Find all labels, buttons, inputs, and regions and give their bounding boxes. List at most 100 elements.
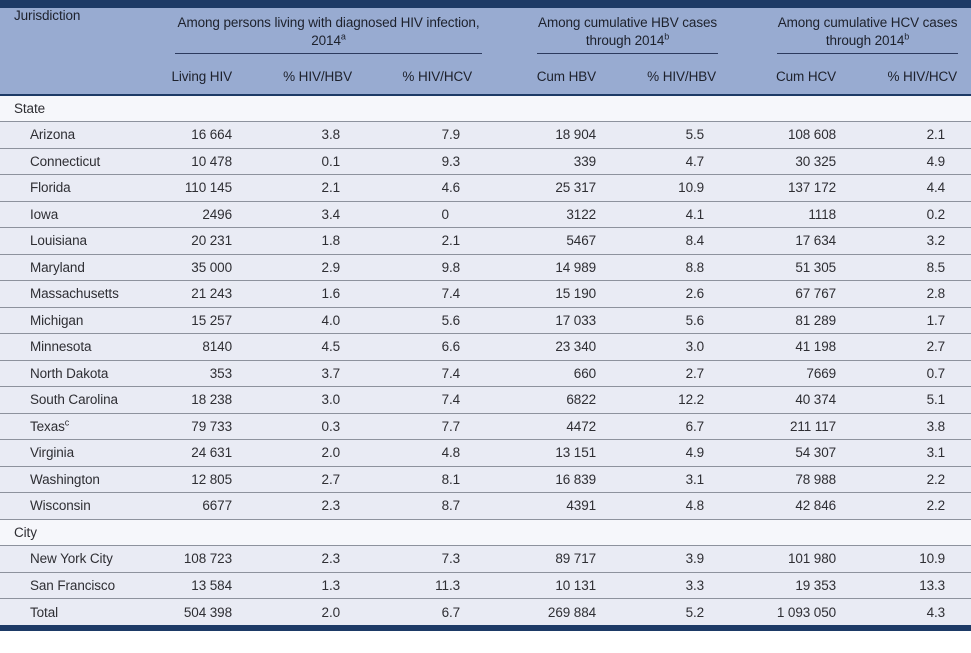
jurisdiction-cell: North Dakota xyxy=(0,360,165,387)
jurisdiction-cell: Louisiana xyxy=(0,227,165,255)
value-cell: 24 631 xyxy=(165,439,246,467)
value-cell: 81 289 xyxy=(730,307,851,334)
value-cell: 3.0 xyxy=(610,333,731,361)
value-cell: 4.8 xyxy=(366,439,487,467)
value-cell: 18 904 xyxy=(486,121,611,149)
footnote-marker-a: a xyxy=(340,31,346,41)
table-row: San Francisco 13 584 1.3 11.3 10 131 3.3 19 35… xyxy=(0,572,971,599)
value-cell: 137 172 xyxy=(730,174,851,202)
footnote-marker-b: b xyxy=(904,31,910,41)
value-cell: 101 980 xyxy=(730,545,851,573)
table-row: Connecticut 10 478 0.1 9.3 339 4.7 30 325 4.9 xyxy=(0,148,971,175)
bottom-border-bar xyxy=(0,625,971,631)
value-cell xyxy=(850,519,971,546)
table-row: Louisiana 20 231 1.8 2.1 5467 8.4 17 634 3.2 xyxy=(0,227,971,255)
value-cell: 41 198 xyxy=(730,333,851,361)
value-cell: 8.1 xyxy=(366,466,487,493)
value-cell: 5.2 xyxy=(610,598,731,625)
value-cell: 211 117 xyxy=(730,413,851,440)
value-cell: 10 131 xyxy=(486,572,611,599)
value-cell: 4.1 xyxy=(610,201,731,228)
value-cell: 51 305 xyxy=(730,254,851,281)
column-header-pct-hiv-hbv: % HIV/HBV xyxy=(246,57,366,96)
value-cell: 13 584 xyxy=(165,572,246,599)
value-cell xyxy=(366,95,487,122)
value-cell: 4.0 xyxy=(246,307,366,334)
value-cell: 42 846 xyxy=(730,492,851,520)
value-cell: 1.3 xyxy=(246,572,366,599)
table-body: State Arizona 16 664 3.8 7.9 18 904 5.5 108 608… xyxy=(0,95,971,625)
value-cell: 1.8 xyxy=(246,227,366,255)
column-header-pct-hiv-hbv-2: % HIV/HBV xyxy=(610,57,731,96)
value-cell: 0.2 xyxy=(850,201,971,228)
value-cell: 2.9 xyxy=(246,254,366,281)
jurisdiction-cell: Virginia xyxy=(0,439,165,467)
value-cell: 4.4 xyxy=(850,174,971,202)
table-row: Michigan 15 257 4.0 5.6 17 033 5.6 81 289 1.7 xyxy=(0,307,971,334)
value-cell xyxy=(165,95,246,122)
column-header-cum-hbv: Cum HBV xyxy=(486,57,611,96)
table-row: Wisconsin 6677 2.3 8.7 4391 4.8 42 846 2.2 xyxy=(0,492,971,520)
value-cell: 2.7 xyxy=(850,333,971,361)
value-cell: 35 000 xyxy=(165,254,246,281)
value-cell: 19 353 xyxy=(730,572,851,599)
value-cell: 2.7 xyxy=(610,360,731,387)
value-cell: 30 325 xyxy=(730,148,851,175)
value-cell: 7.9 xyxy=(366,121,487,149)
data-table: Jurisdiction Among persons living with d… xyxy=(0,8,971,625)
value-cell: 3.4 xyxy=(246,201,366,228)
value-cell xyxy=(246,519,366,546)
value-cell: 5.1 xyxy=(850,386,971,414)
value-cell: 5.6 xyxy=(610,307,731,334)
value-cell: 10.9 xyxy=(610,174,731,202)
value-cell: 79 733 xyxy=(165,413,246,440)
value-cell: 8140 xyxy=(165,333,246,361)
value-cell: 339 xyxy=(486,148,611,175)
value-cell xyxy=(486,95,611,122)
value-cell: 7.7 xyxy=(366,413,487,440)
value-cell: 2.1 xyxy=(366,227,487,255)
jurisdiction-cell: Minnesota xyxy=(0,333,165,361)
value-cell: 7.4 xyxy=(366,386,487,414)
table-row: North Dakota 353 3.7 7.4 660 2.7 7669 0.7 xyxy=(0,360,971,387)
value-cell: 4.6 xyxy=(366,174,487,202)
table-row: Maryland 35 000 2.9 9.8 14 989 8.8 51 305 8.5 xyxy=(0,254,971,281)
value-cell: 3122 xyxy=(486,201,611,228)
value-cell: 15 257 xyxy=(165,307,246,334)
value-cell xyxy=(165,519,246,546)
jurisdiction-cell: Michigan xyxy=(0,307,165,334)
table-row: Washington 12 805 2.7 8.1 16 839 3.1 78 988 2.2 xyxy=(0,466,971,493)
value-cell: 21 243 xyxy=(165,280,246,308)
value-cell xyxy=(850,95,971,122)
table-row: South Carolina 18 238 3.0 7.4 6822 12.2 40 374… xyxy=(0,386,971,414)
group-title-line1: Among persons living with diagnosed HIV … xyxy=(177,15,480,30)
group-header-hbv: Among cumulative HBV cases through 2014b xyxy=(486,8,731,57)
jurisdiction-cell: New York City xyxy=(0,545,165,573)
group-title-line2: through 2014 xyxy=(825,32,905,48)
value-cell: 1 093 050 xyxy=(730,598,851,625)
section-row: State xyxy=(0,95,971,122)
value-cell: 504 398 xyxy=(165,598,246,625)
value-cell xyxy=(486,519,611,546)
value-cell: 353 xyxy=(165,360,246,387)
group-title-hcv: Among cumulative HCV cases through 2014b xyxy=(777,8,959,54)
value-cell: 269 884 xyxy=(486,598,611,625)
jurisdiction-cell: State xyxy=(0,95,165,122)
value-cell: 13.3 xyxy=(850,572,971,599)
jurisdiction-cell: Texasc xyxy=(0,413,165,440)
value-cell: 110 145 xyxy=(165,174,246,202)
jurisdiction-cell: San Francisco xyxy=(0,572,165,599)
value-cell: 10 478 xyxy=(165,148,246,175)
value-cell: 10.9 xyxy=(850,545,971,573)
column-header-row: Living HIV % HIV/HBV % HIV/HCV Cum HBV %… xyxy=(0,57,971,96)
group-title-hiv: Among persons living with diagnosed HIV … xyxy=(175,8,483,54)
value-cell: 7.4 xyxy=(366,280,487,308)
group-header-hiv: Among persons living with diagnosed HIV … xyxy=(165,8,487,57)
value-cell: 15 190 xyxy=(486,280,611,308)
group-title-line1: Among cumulative HBV cases xyxy=(538,15,718,30)
value-cell: 16 839 xyxy=(486,466,611,493)
value-cell: 8.4 xyxy=(610,227,731,255)
value-cell: 7.4 xyxy=(366,360,487,387)
value-cell: 8.5 xyxy=(850,254,971,281)
